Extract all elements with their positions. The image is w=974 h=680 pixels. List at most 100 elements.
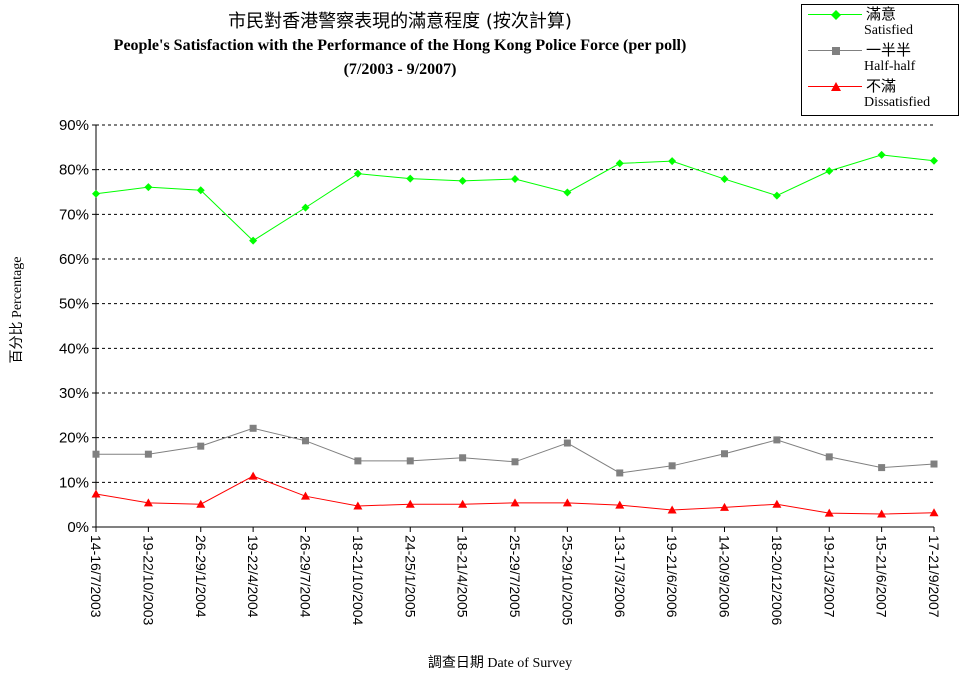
data-point-dissatisfied: [615, 500, 625, 509]
series-line-half-half: [96, 427, 935, 474]
y-tick-label: 50%: [59, 296, 89, 313]
data-point-satisfied: [301, 203, 310, 212]
legend-item-satisfied: 滿意 Satisfied: [802, 5, 958, 41]
x-tick-label: 26-29/1/2004: [193, 535, 209, 618]
data-point-half-half: [302, 437, 309, 445]
x-tick-label: 19-22/4/2004: [245, 535, 261, 618]
legend-label-half-half-cn: 一半半: [866, 41, 912, 59]
x-axis-title: 調查日期 Date of Survey: [427, 656, 573, 671]
x-tick-label: 19-21/3/2007: [821, 535, 837, 618]
chart-legend: 滿意 Satisfied 一半半 Half-half 不滿 Dissatisfi…: [801, 4, 959, 116]
x-tick-label: 14-20/9/2006: [717, 535, 733, 618]
data-point-satisfied: [825, 167, 834, 176]
data-point-half-half: [511, 458, 519, 466]
data-point-satisfied: [249, 236, 258, 245]
x-tick-label: 18-20/12/2006: [769, 535, 785, 626]
data-point-dissatisfied: [353, 501, 363, 510]
data-point-satisfied: [668, 157, 677, 166]
x-tick-label: 26-29/7/2004: [298, 535, 314, 618]
x-tick-label: 25-29/10/2005: [559, 535, 575, 626]
data-point-dissatisfied: [458, 499, 468, 508]
data-point-dissatisfied: [301, 491, 310, 500]
y-tick-label: 40%: [59, 340, 89, 357]
data-point-half-half: [930, 460, 938, 468]
x-tick-label: 18-21/10/2004: [350, 535, 366, 626]
data-point-dissatisfied: [143, 498, 153, 507]
x-tick-label: 17-21/9/2007: [926, 535, 942, 618]
data-point-half-half: [773, 436, 781, 444]
data-point-half-half: [406, 457, 414, 465]
legend-item-dissatisfied: 不滿 Dissatisfied: [802, 77, 958, 113]
data-point-dissatisfied: [248, 471, 258, 480]
data-point-dissatisfied: [405, 499, 415, 508]
data-point-dissatisfied: [720, 502, 729, 511]
data-point-satisfied: [406, 174, 415, 183]
legend-marker-half-half: [832, 47, 840, 55]
x-tick-label: 19-22/10/2003: [140, 535, 156, 626]
data-point-half-half: [92, 450, 100, 458]
series-line-dissatisfied: [95, 475, 935, 515]
data-point-half-half: [878, 464, 886, 472]
data-point-satisfied: [563, 188, 572, 197]
data-point-dissatisfied: [929, 508, 939, 517]
chart-title-chinese: 市民對香港警察表現的滿意程度 (按次計算): [228, 11, 572, 32]
legend-marker-dissatisfied: [831, 82, 841, 91]
x-tick-label: 13-17/3/2006: [612, 535, 628, 618]
y-tick-label: 80%: [59, 162, 89, 179]
data-point-dissatisfied: [510, 498, 520, 507]
y-tick-label: 30%: [59, 385, 89, 402]
y-tick-label: 10%: [59, 474, 89, 491]
legend-item-half-half: 一半半 Half-half: [802, 41, 958, 77]
chart-date-range: (7/2003 - 9/2007): [343, 61, 457, 78]
data-point-dissatisfied: [562, 498, 572, 507]
chart-title-english: People's Satisfaction with the Performan…: [113, 37, 687, 54]
data-point-satisfied: [144, 183, 153, 192]
data-point-half-half: [616, 469, 624, 477]
data-point-satisfied: [458, 176, 467, 185]
data-point-half-half: [721, 450, 728, 458]
data-point-dissatisfied: [91, 489, 101, 498]
legend-label-dissatisfied-cn: 不滿: [866, 77, 897, 95]
data-point-satisfied: [615, 159, 624, 168]
chart-title-block: 市民對香港警察表現的滿意程度 (按次計算) People's Satisfact…: [0, 10, 800, 82]
data-point-dissatisfied: [196, 499, 206, 508]
x-tick-label: 24-25/1/2005: [402, 535, 418, 618]
data-point-half-half: [563, 439, 571, 447]
data-point-satisfied: [772, 191, 781, 200]
x-tick-label: 18-21/4/2005: [455, 535, 471, 618]
legend-label-satisfied-en: Satisfied: [864, 23, 913, 38]
data-point-satisfied: [353, 169, 362, 178]
legend-label-satisfied-cn: 滿意: [866, 5, 897, 23]
data-point-half-half: [668, 462, 676, 470]
data-point-satisfied: [511, 175, 519, 184]
series-line-satisfied: [95, 154, 935, 242]
data-point-dissatisfied: [877, 509, 887, 518]
data-point-dissatisfied: [667, 505, 677, 514]
legend-marker-satisfied: [831, 10, 841, 20]
y-tick-label: 90%: [59, 117, 89, 134]
data-point-dissatisfied: [824, 508, 834, 517]
legend-label-half-half-en: Half-half: [864, 59, 916, 74]
data-point-satisfied: [930, 156, 938, 165]
data-point-half-half: [249, 424, 257, 432]
data-point-dissatisfied: [772, 499, 782, 508]
data-point-half-half: [144, 450, 152, 458]
x-tick-label: 14-16/7/2003: [88, 535, 104, 618]
x-tick-label: 19-21/6/2006: [664, 535, 680, 618]
y-tick-label: 60%: [59, 251, 89, 268]
data-point-half-half: [459, 454, 467, 462]
y-tick-label: 70%: [59, 206, 89, 223]
y-tick-label: 0%: [67, 519, 89, 536]
legend-label-dissatisfied-en: Dissatisfied: [864, 95, 931, 110]
data-point-satisfied: [720, 175, 729, 184]
x-tick-label: 15-21/6/2007: [874, 535, 890, 618]
data-point-satisfied: [877, 150, 886, 159]
data-point-half-half: [197, 442, 205, 450]
data-point-half-half: [825, 453, 833, 461]
data-point-half-half: [354, 457, 362, 465]
x-tick-label: 25-29/7/2005: [507, 535, 523, 618]
y-tick-label: 20%: [59, 430, 89, 447]
data-point-satisfied: [92, 189, 100, 198]
data-point-satisfied: [196, 186, 205, 195]
